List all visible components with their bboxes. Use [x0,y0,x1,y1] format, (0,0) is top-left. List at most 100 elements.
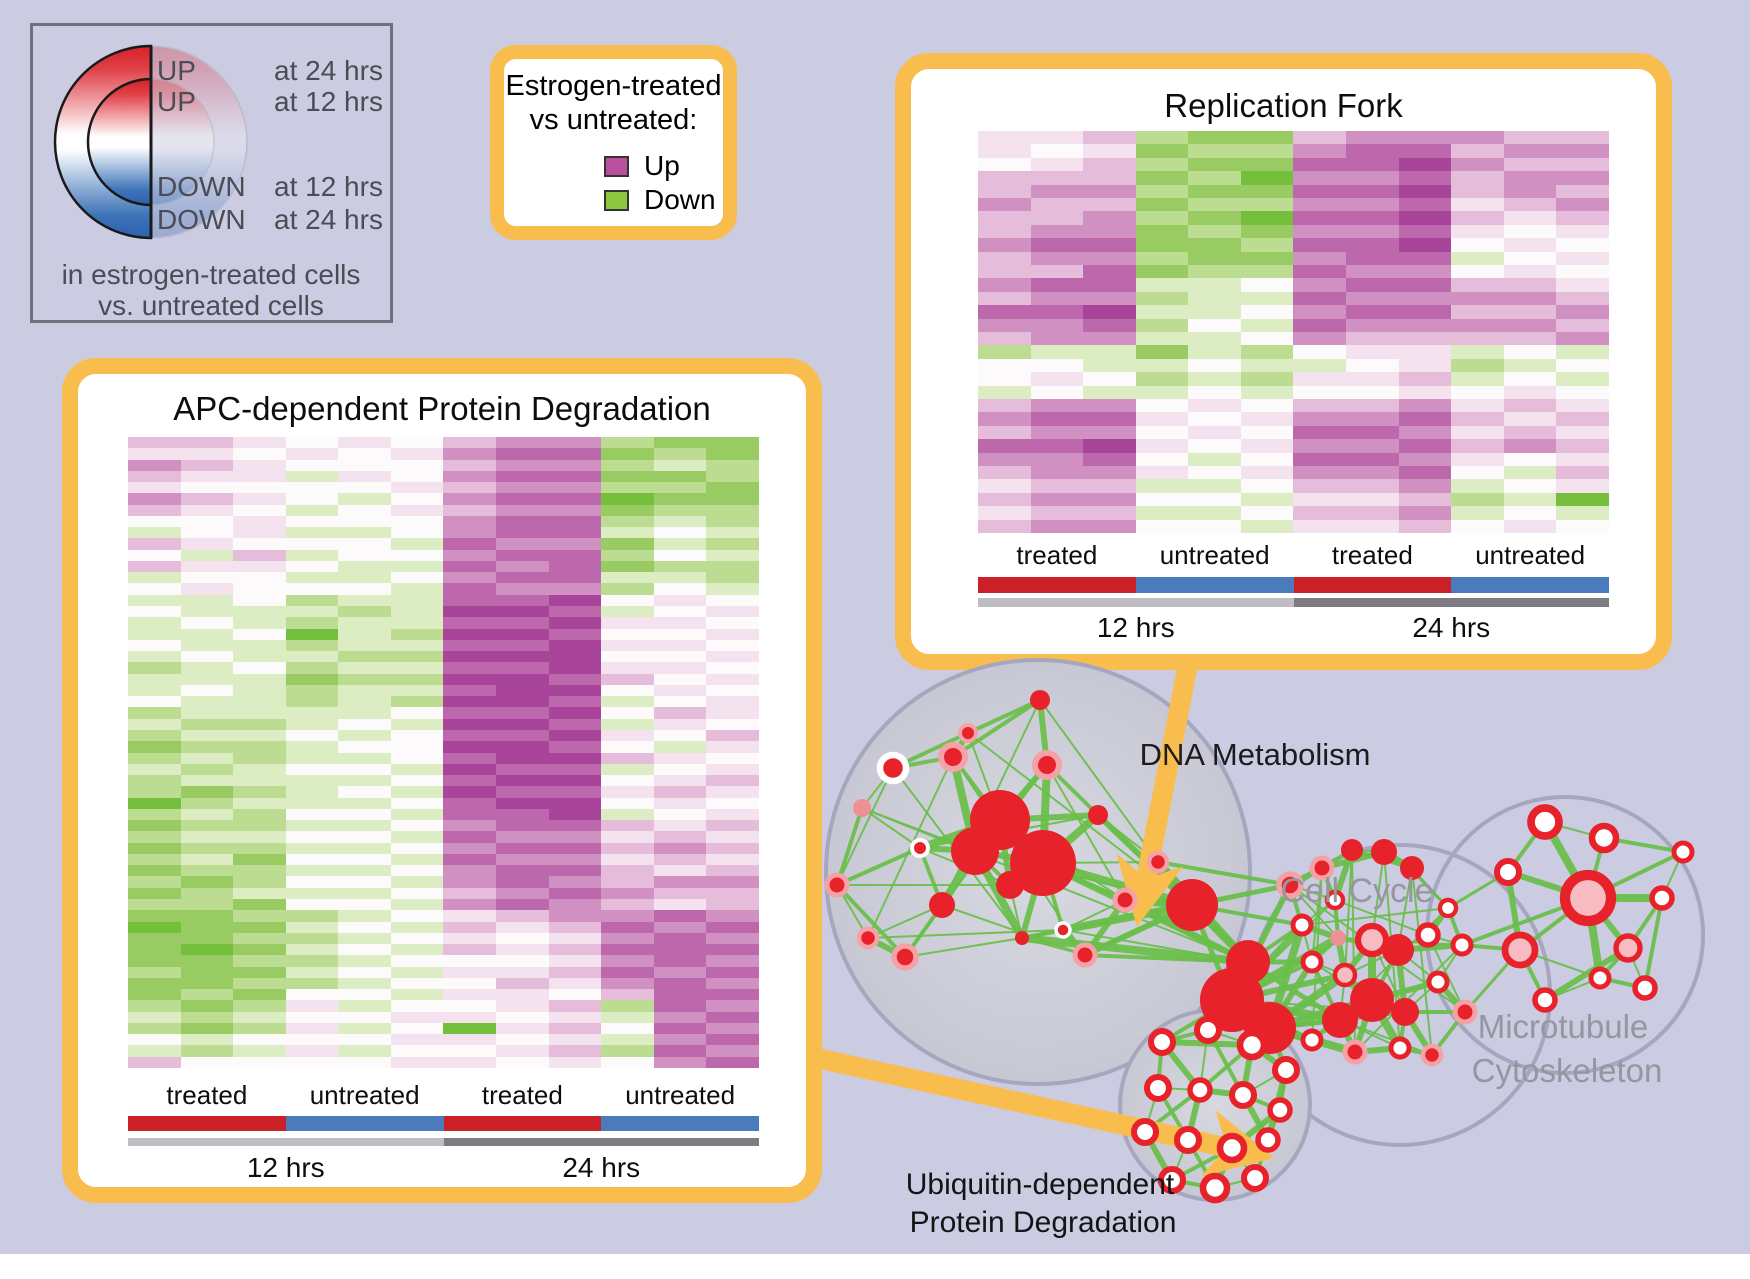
heatmap-cell [285,989,339,1001]
network-edge [1267,960,1315,1030]
network-edge [1046,764,1126,901]
heatmap-cell [1556,197,1609,212]
heatmap-cell [390,538,444,550]
heatmap-cell [285,651,339,663]
heatmap-cell [1083,291,1136,306]
gene-node-donut [1173,1125,1203,1155]
network-edge [951,755,1002,822]
heatmap-cell [180,966,234,978]
network-edge [967,732,1001,821]
heatmap-cell [601,797,654,809]
heatmap-cell [338,1034,391,1046]
heatmap-cell [1240,184,1294,198]
heatmap-cell [285,1022,339,1035]
heatmap-cell [601,560,654,573]
heatmap-cell [1398,412,1452,426]
heatmap-cell [496,583,549,595]
heatmap-cell [1503,197,1557,212]
network-edge [1231,972,1346,1003]
heatmap-cell [601,741,654,753]
heatmap-cell [390,820,444,832]
heatmap-cell [1398,278,1452,292]
heatmap-cell [1083,465,1136,480]
heatmap-cell [390,560,444,573]
group-label: untreated [1475,540,1586,570]
network-edge [892,755,954,770]
network-edge [1354,944,1463,1053]
heatmap-cell [653,989,707,1001]
network-edge [867,929,1064,939]
network-edge [1040,811,1101,867]
heatmap-cell [601,1011,654,1023]
heatmap-cell [548,493,602,505]
heatmap-cell [601,651,654,663]
heatmap-cell [443,617,497,629]
heatmap-cell [1503,291,1557,306]
cluster-circle [824,658,1252,1086]
heatmap-cell [233,448,286,460]
heatmap-cell [1135,439,1189,453]
heatmap-cell [548,1000,602,1012]
heatmap-cell [128,1011,181,1023]
heatmap-cell [496,628,549,640]
heatmap-cell [1293,144,1347,158]
gene-node-solid [1341,839,1363,861]
heatmap-cell [128,549,181,561]
heatmap-cell [548,437,602,449]
heatmap-cell [601,493,654,505]
heatmap-cell [1030,224,1084,239]
heatmap-cell [1030,372,1084,386]
heatmap-cell [1451,264,1504,279]
heatmap-cell [1083,224,1136,239]
heatmap-cell [180,853,234,866]
heatmap-cell [601,606,654,618]
heatmap-cell [128,696,181,708]
heatmap-cell [1346,398,1399,413]
heatmap-cell [390,549,444,561]
heatmap-cell [1346,144,1399,158]
heatmap-cell [443,752,497,764]
heatmap-cell [1503,224,1557,239]
gene-node-pinkring [1420,1043,1444,1067]
heatmap-cell [601,696,654,708]
network-edge [973,818,1002,853]
cluster-label: DNA Metabolism [1139,737,1371,772]
down-label: Down [644,184,716,215]
heatmap-cell [1398,264,1452,279]
heatmap-cell [1398,506,1452,520]
network-edge [1269,1025,1313,1043]
heatmap-cell [233,1056,286,1068]
heatmap-cell [548,696,602,708]
heatmap-cell [180,662,234,674]
heatmap-cell [1346,345,1399,359]
heatmap-cell [233,898,286,911]
heatmap-cell [601,921,654,933]
heatmap-cell [548,1022,602,1035]
heatmap-cell [338,786,391,798]
network-edge [1144,1087,1159,1133]
heatmap-cell [978,171,1031,185]
heatmap-cell [653,808,707,821]
network-edge [1371,998,1406,1014]
heatmap-cell [443,1034,497,1046]
heatmap-cell [496,662,549,674]
heatmap-cell [548,448,602,460]
network-edge [941,699,1041,906]
heatmap-cell [443,797,497,809]
heatmap-cell [338,989,391,1001]
heatmap-cell [180,482,234,494]
network-edge [1371,938,1399,952]
heatmap-cell [443,910,497,922]
heatmap-cell [1188,305,1241,319]
gene-node-solid [929,892,955,918]
heatmap-cell [443,628,497,640]
heatmap-cell [653,504,707,516]
heatmap-cell [1503,184,1557,198]
heatmap-cell [285,437,339,449]
rf-group-labels: treated untreated treated untreated [978,540,1609,571]
heatmap-cell [443,808,497,821]
heatmap-cell [233,515,286,528]
heatmap-cell [1346,506,1399,520]
network-bridge-edge [1246,959,1342,1023]
heatmap-cell [706,977,759,990]
